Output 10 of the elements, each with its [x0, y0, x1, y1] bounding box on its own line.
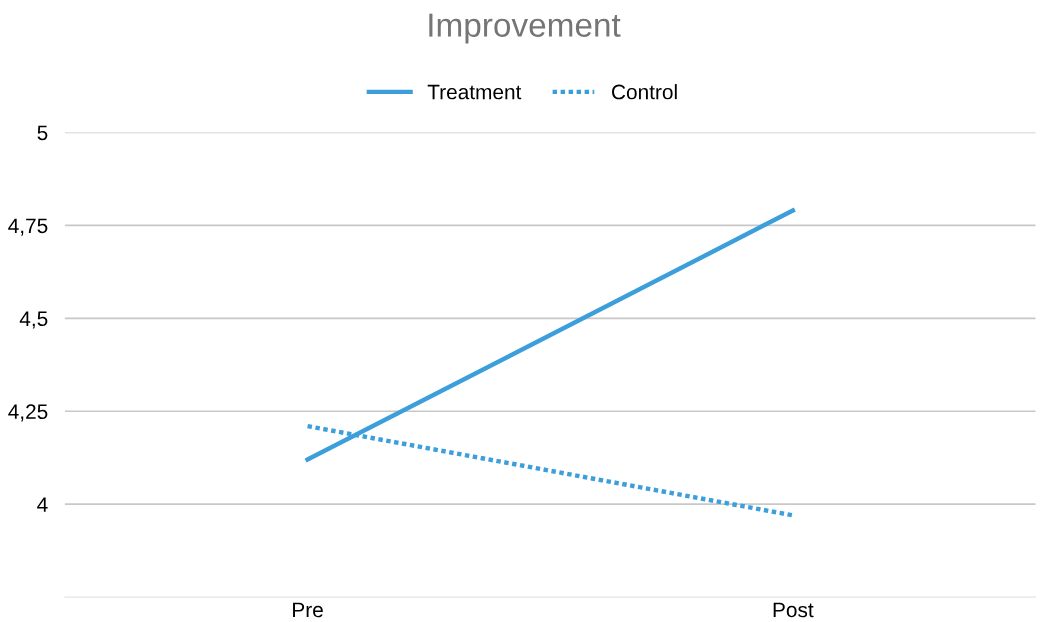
x-tick-label: Post — [773, 602, 814, 618]
y-tick-label: 4,75 — [8, 218, 48, 236]
legend-label: Treatment — [427, 84, 522, 100]
y-tick-label: 4 — [37, 497, 48, 512]
y-tick-label: 4,5 — [19, 311, 48, 329]
x-tick-label: Pre — [293, 602, 323, 618]
y-tick-label: 4,25 — [8, 404, 48, 422]
legend-label: Control — [612, 84, 677, 100]
y-tick-label: 5 — [37, 125, 48, 141]
chart-title: Improvement — [429, 13, 621, 44]
